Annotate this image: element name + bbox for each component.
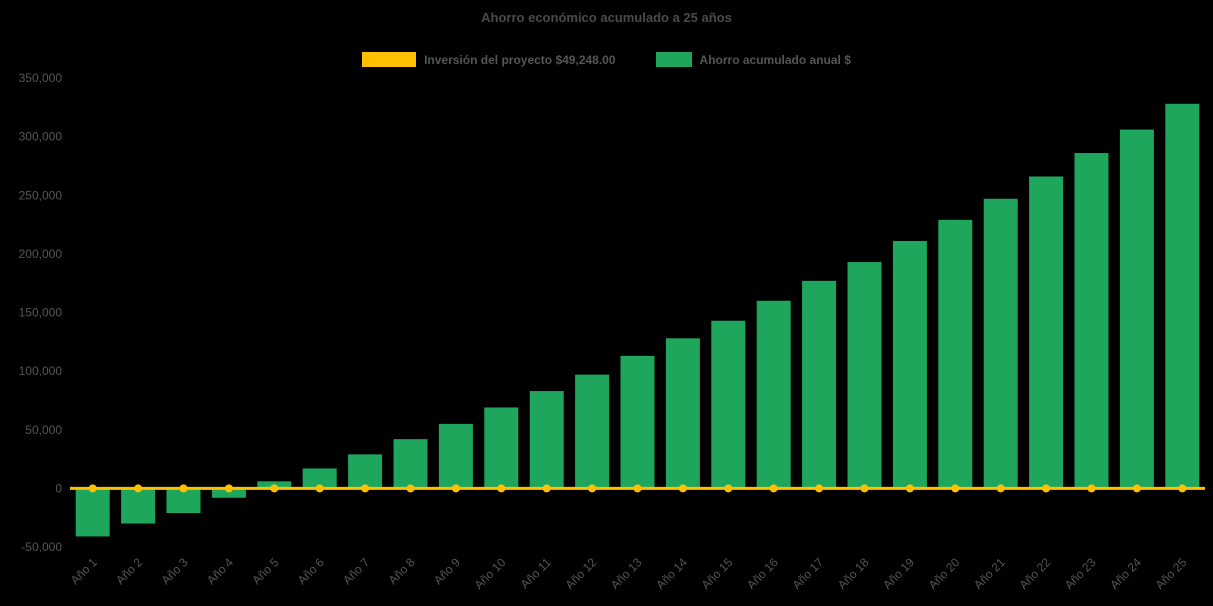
- x-axis-tick-label: Año 7: [340, 555, 372, 587]
- bar: [166, 488, 201, 513]
- x-axis-tick-label: Año 21: [971, 555, 1008, 592]
- bar: [711, 320, 746, 489]
- x-axis-tick-label: Año 12: [562, 555, 599, 592]
- investment-line-marker: [270, 484, 279, 493]
- x-axis-tick-label: Año 17: [789, 555, 826, 592]
- x-axis-tick-label: Año 24: [1107, 555, 1144, 592]
- investment-line-marker: [361, 484, 370, 493]
- y-axis-tick-label: 300,000: [19, 130, 63, 144]
- y-axis-tick-label: 350,000: [19, 71, 63, 85]
- investment-line-marker: [905, 484, 914, 493]
- y-axis-tick-label: 150,000: [19, 306, 63, 320]
- bar: [575, 374, 610, 489]
- x-axis-tick-label: Año 6: [295, 555, 327, 587]
- x-axis-tick-label: Año 8: [386, 555, 418, 587]
- bar: [983, 198, 1018, 489]
- bar: [802, 280, 837, 489]
- investment-line-marker: [996, 484, 1005, 493]
- investment-line-marker: [179, 484, 188, 493]
- x-axis-tick-label: Año 15: [699, 555, 736, 592]
- bar: [620, 355, 655, 489]
- x-axis-tick-label: Año 10: [472, 555, 509, 592]
- x-axis-tick-label: Año 20: [926, 555, 963, 592]
- chart-title: Ahorro económico acumulado a 25 años: [481, 10, 732, 25]
- x-axis-tick-label: Año 2: [113, 555, 145, 587]
- investment-line-marker: [678, 484, 687, 493]
- bar: [847, 262, 882, 489]
- chart-legend: Inversión del proyecto $49,248.00 Ahorro…: [0, 52, 1213, 67]
- investment-line-marker: [633, 484, 642, 493]
- legend-label-savings: Ahorro acumulado anual $: [699, 52, 851, 67]
- y-axis-tick-label: 100,000: [19, 364, 63, 378]
- y-axis-tick-label: 0: [55, 481, 62, 495]
- investment-line-marker: [588, 484, 597, 493]
- investment-line-swatch: [362, 52, 417, 67]
- x-axis-tick-label: Año 22: [1016, 555, 1053, 592]
- investment-line-marker: [315, 484, 324, 493]
- x-axis-tick-label: Año 19: [880, 555, 917, 592]
- bar: [121, 488, 156, 524]
- bar: [75, 488, 110, 537]
- bar: [1165, 103, 1200, 489]
- investment-line-marker: [134, 484, 143, 493]
- bar: [892, 240, 927, 489]
- y-axis-tick-label: 50,000: [25, 423, 62, 437]
- bar: [393, 439, 428, 489]
- legend-item-savings: Ahorro acumulado anual $: [655, 52, 851, 67]
- y-axis-tick-label: 250,000: [19, 188, 63, 202]
- bar: [211, 488, 246, 498]
- x-axis-tick-label: Año 11: [518, 555, 554, 591]
- investment-line-marker: [1178, 484, 1187, 493]
- bar: [1074, 153, 1109, 489]
- x-axis-tick-label: Año 23: [1062, 555, 1099, 592]
- bar: [529, 391, 564, 489]
- x-axis-tick-label: Año 14: [653, 555, 690, 592]
- y-axis-tick-label: -50,000: [21, 540, 62, 554]
- x-axis-tick-label: Año 4: [204, 555, 236, 587]
- bar: [938, 219, 973, 489]
- investment-line-marker: [451, 484, 460, 493]
- investment-line-marker: [951, 484, 960, 493]
- investment-line-marker: [224, 484, 233, 493]
- bar: [665, 338, 700, 489]
- savings-bar-swatch: [655, 52, 692, 67]
- bar: [438, 423, 473, 489]
- investment-line-marker: [1132, 484, 1141, 493]
- x-axis-tick-label: Año 18: [835, 555, 872, 592]
- bar: [756, 300, 791, 489]
- x-axis-tick-label: Año 9: [431, 555, 463, 587]
- y-axis-tick-label: 200,000: [19, 247, 63, 261]
- investment-line-marker: [1042, 484, 1051, 493]
- x-axis-tick-label: Año 16: [744, 555, 781, 592]
- bar: [1119, 129, 1154, 489]
- x-axis-tick-label: Año 25: [1153, 555, 1190, 592]
- investment-line-marker: [406, 484, 415, 493]
- legend-label-investment: Inversión del proyecto $49,248.00: [424, 52, 616, 67]
- investment-line-marker: [724, 484, 733, 493]
- investment-line-marker: [88, 484, 97, 493]
- x-axis-tick-label: Año 5: [249, 555, 281, 587]
- investment-line-marker: [769, 484, 778, 493]
- x-axis-tick-label: Año 1: [68, 555, 100, 587]
- x-axis-tick-label: Año 3: [159, 555, 191, 587]
- legend-item-investment: Inversión del proyecto $49,248.00: [362, 52, 616, 67]
- investment-line-marker: [815, 484, 824, 493]
- investment-line-marker: [497, 484, 506, 493]
- bar: [348, 454, 383, 489]
- bar: [484, 407, 519, 489]
- investment-line-marker: [1087, 484, 1096, 493]
- investment-line-marker: [860, 484, 869, 493]
- bar: [302, 468, 337, 489]
- x-axis-tick-label: Año 13: [608, 555, 645, 592]
- investment-line-marker: [542, 484, 551, 493]
- bar: [1029, 176, 1064, 489]
